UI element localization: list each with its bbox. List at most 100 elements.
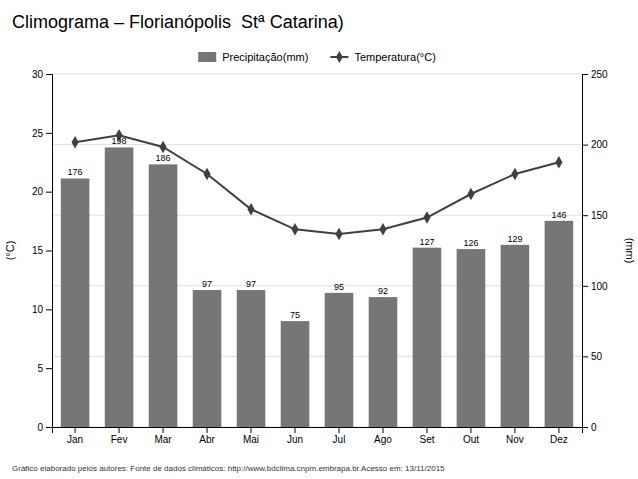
bar xyxy=(369,297,398,427)
data-labels: 1761981869797759592127126129146 xyxy=(68,136,567,320)
tick: Set xyxy=(419,427,434,445)
tick-mark xyxy=(558,427,559,433)
plot: 1761981869797759592127126129146JanFevMar… xyxy=(32,69,608,445)
legend-item: Temperatura(°C) xyxy=(330,51,435,63)
tick-label: 150 xyxy=(591,210,608,221)
tick-mark xyxy=(582,427,588,428)
grid-line xyxy=(52,74,582,75)
marker xyxy=(71,136,78,148)
tick-mark xyxy=(207,427,208,433)
tick: 100 xyxy=(582,281,608,292)
tick-mark xyxy=(582,356,588,357)
tick-mark xyxy=(46,192,52,193)
legend-marker xyxy=(336,51,343,63)
tick-label: Dez xyxy=(550,434,568,445)
legend-swatch xyxy=(198,52,216,62)
line xyxy=(75,135,559,234)
tick: Fev xyxy=(111,427,128,445)
tick-mark xyxy=(46,74,52,75)
tick-label: 250 xyxy=(591,69,608,80)
tick: 30 xyxy=(32,69,52,80)
tick: 50 xyxy=(582,351,603,362)
marker xyxy=(335,228,342,240)
grid xyxy=(52,74,582,427)
tick-mark xyxy=(582,145,588,146)
tick-label: Ago xyxy=(374,434,392,445)
tick: Dez xyxy=(550,427,568,445)
tick-label: 100 xyxy=(591,281,608,292)
tick: 150 xyxy=(582,210,608,221)
tick: Jun xyxy=(287,427,303,445)
tick-mark xyxy=(46,427,52,428)
tick-mark xyxy=(46,133,52,134)
tick: Jul xyxy=(333,427,346,445)
marker xyxy=(203,168,210,180)
tick: 25 xyxy=(32,128,52,139)
tick: Nov xyxy=(506,427,524,445)
data-label: 198 xyxy=(112,136,127,146)
axis-line xyxy=(583,75,589,428)
legend: Precipitação(mm) Temperatura(°C) xyxy=(198,51,436,63)
tick-mark xyxy=(382,427,383,433)
tick: Out xyxy=(463,427,479,445)
marker xyxy=(467,188,474,200)
tick: 15 xyxy=(32,245,52,256)
tick-label: 0 xyxy=(591,422,597,433)
title: Climograma – Florianópolis Stª Catarina) xyxy=(12,12,344,32)
tick-label: Jun xyxy=(287,434,303,445)
bar xyxy=(237,290,266,427)
tick-mark xyxy=(46,368,52,369)
tick-label: Jul xyxy=(333,434,346,445)
axis-line xyxy=(46,75,53,428)
axis: 051015202530 xyxy=(32,69,53,433)
tick-mark xyxy=(582,286,588,287)
data-label: 176 xyxy=(68,167,83,177)
tick: 20 xyxy=(32,186,52,197)
tick-mark xyxy=(514,427,515,433)
marker xyxy=(247,203,254,215)
data-label: 97 xyxy=(246,279,256,289)
tick: 200 xyxy=(582,139,608,150)
legend-label: Precipitação(mm) xyxy=(222,51,308,63)
grid-line xyxy=(52,144,582,145)
tick-mark xyxy=(582,215,588,216)
data-label: 129 xyxy=(507,234,522,244)
tick: Abr xyxy=(199,427,215,445)
tick-mark xyxy=(338,427,339,433)
tick: Mai xyxy=(243,427,259,445)
data-label: 95 xyxy=(334,282,344,292)
tick-mark xyxy=(46,309,52,310)
axis-title: (°C) xyxy=(4,241,16,261)
marker xyxy=(555,156,562,168)
data-label: 127 xyxy=(419,237,434,247)
tick-label: Mar xyxy=(154,434,172,445)
tick-label: Jan xyxy=(67,434,83,445)
tick-label: 20 xyxy=(32,186,44,197)
tick-label: Fev xyxy=(111,434,128,445)
tick-mark xyxy=(119,427,120,433)
tick-mark xyxy=(251,427,252,433)
data-label: 92 xyxy=(378,286,388,296)
bar xyxy=(545,221,574,427)
bar xyxy=(501,245,530,427)
tick: Mar xyxy=(154,427,172,445)
axis: Jan Fev Mar Abr Mai Jun Jul Ago Set Out Nov Dez xyxy=(53,427,583,445)
tick-mark xyxy=(163,427,164,433)
tick-label: 50 xyxy=(591,351,603,362)
legend-item: Precipitação(mm) xyxy=(198,51,308,63)
tick-label: Set xyxy=(419,434,434,445)
data-label: 186 xyxy=(156,153,171,163)
tick-label: 15 xyxy=(32,245,44,256)
tick: Jan xyxy=(67,427,83,445)
chart-svg: Climograma – Florianópolis Stª Catarina)… xyxy=(0,0,638,479)
bar xyxy=(281,321,310,427)
tick: 0 xyxy=(582,422,597,433)
tick-mark xyxy=(295,427,296,433)
marker xyxy=(291,223,298,235)
tick-label: 30 xyxy=(32,69,44,80)
bar xyxy=(105,147,134,427)
tick-label: 25 xyxy=(32,128,44,139)
tick-label: 10 xyxy=(32,304,44,315)
tick-label: 0 xyxy=(37,422,43,433)
tick-mark xyxy=(470,427,471,433)
